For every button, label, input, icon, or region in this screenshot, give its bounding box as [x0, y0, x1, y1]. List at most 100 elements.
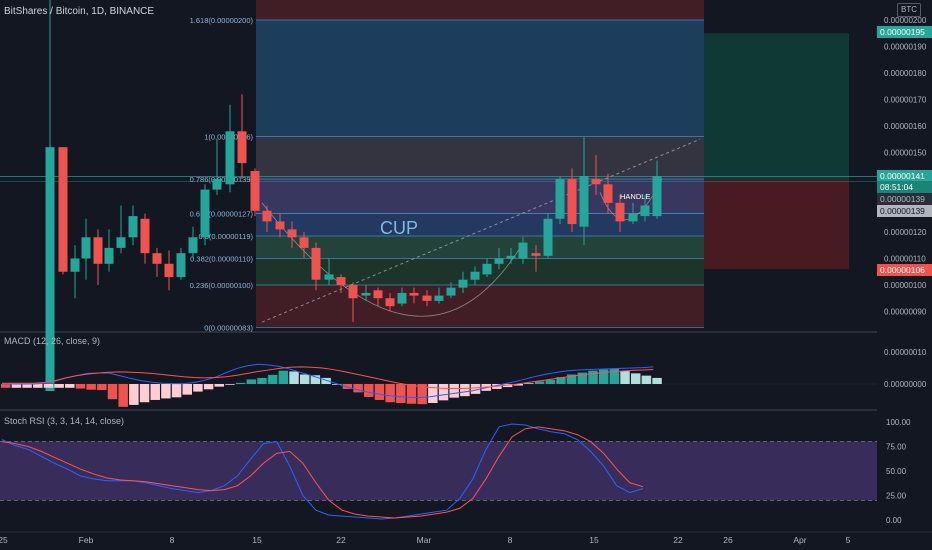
- macd-histogram-bar: [289, 371, 299, 384]
- handle-label: HANDLE: [620, 192, 650, 201]
- macd-histogram-bar: [1, 384, 11, 388]
- candle-body: [567, 179, 577, 225]
- time-axis-label: 8: [170, 535, 175, 545]
- time-axis-label: Feb: [79, 535, 94, 545]
- macd-histogram-bar: [246, 379, 257, 384]
- macd-histogram-bar: [598, 369, 609, 384]
- target-price-tag: 0.00000195: [877, 26, 932, 38]
- candle-body: [361, 292, 371, 296]
- cup-label: CUP: [380, 218, 418, 238]
- candle-body: [603, 184, 613, 203]
- macd-histogram-bar: [33, 384, 43, 388]
- macd-histogram-bar: [225, 384, 235, 385]
- macd-histogram-bar: [577, 372, 588, 384]
- price-axis-label: 0.00000190: [884, 43, 927, 52]
- candle-body: [176, 253, 186, 278]
- macd-histogram-bar: [566, 374, 577, 384]
- macd-histogram-bar: [332, 384, 342, 385]
- macd-histogram-bar: [385, 384, 395, 403]
- candle-body: [81, 237, 91, 259]
- macd-title[interactable]: MACD (12, 26, close, 9): [4, 336, 101, 346]
- candle-body: [311, 247, 321, 280]
- macd-histogram-bar: [406, 384, 417, 404]
- time-axis-label: 5: [846, 535, 851, 545]
- stoch-axis-label: 100.00: [886, 418, 911, 427]
- fib-zone: [256, 20, 704, 137]
- macd-histogram-bar: [321, 377, 331, 384]
- candle-body: [422, 295, 432, 301]
- macd-histogram-bar: [139, 384, 150, 403]
- price-axis-label: 0.00000170: [884, 96, 927, 105]
- candle-body: [336, 277, 346, 285]
- stoch-k-line: [1, 423, 644, 520]
- fib-level-label: 0.786(0.00000139): [190, 175, 254, 184]
- candle-body: [446, 287, 456, 296]
- macd-histogram-bar: [118, 384, 128, 407]
- time-axis-label: 8: [508, 535, 513, 545]
- stoch-axis-label: 25.00: [886, 492, 907, 501]
- fib-level-label: 0.618(0.00000127): [190, 209, 254, 218]
- macd-histogram-bar: [65, 384, 75, 388]
- candle-body: [225, 131, 235, 185]
- time-axis-label: 26: [723, 535, 733, 545]
- fib-zone: [256, 136, 704, 179]
- macd-histogram-bar: [588, 370, 598, 384]
- stoch-rsi-title[interactable]: Stoch RSI (3, 3, 14, 14, close): [4, 416, 125, 426]
- macd-histogram-bar: [524, 383, 534, 384]
- fib-level-label: 0.5(0.00000119): [199, 232, 254, 241]
- macd-histogram-bar: [22, 384, 32, 388]
- macd-histogram-bar: [438, 384, 449, 401]
- macd-histogram-bar: [161, 384, 171, 399]
- entry-price-tag: 0.00000139: [877, 205, 932, 217]
- time-axis-label: 22: [336, 535, 346, 545]
- macd-histogram-bar: [630, 373, 641, 384]
- macd-histogram-bar: [214, 384, 225, 387]
- candle-body: [212, 179, 222, 190]
- macd-histogram-bar: [257, 377, 267, 384]
- candle-body: [152, 253, 162, 264]
- macd-histogram-bar: [97, 384, 107, 391]
- price-axis-label: 0.00000200: [884, 16, 927, 25]
- stoch-d-line: [1, 426, 644, 519]
- macd-histogram-bar: [460, 384, 470, 397]
- fib-zone: [256, 285, 704, 328]
- candle-body: [45, 147, 55, 391]
- fib-zone: [256, 213, 704, 236]
- candle-body: [262, 210, 272, 222]
- macd-histogram-bar: [193, 384, 203, 392]
- stop-loss-box: [704, 179, 849, 270]
- macd-histogram-bar: [545, 379, 556, 384]
- time-axis-label: Apr: [793, 535, 806, 545]
- macd-histogram-bar: [150, 384, 160, 400]
- fib-zone: [256, 0, 704, 20]
- candle-body: [615, 202, 625, 222]
- price-axis-label: 0.00000150: [884, 149, 927, 158]
- stoch-axis-label: 50.00: [886, 467, 907, 476]
- fib-zone: [256, 235, 704, 259]
- candle-body: [434, 295, 444, 301]
- candle-body: [385, 298, 395, 307]
- time-axis-label: 25: [0, 535, 8, 545]
- candle-body: [579, 176, 589, 227]
- macd-histogram-bar: [641, 375, 652, 384]
- candle-body: [164, 263, 174, 278]
- macd-histogram-bar: [374, 384, 385, 400]
- symbol-title[interactable]: BitShares / Bitcoin, 1D, BINANCE: [4, 6, 155, 17]
- price-axis-label: 0.00000160: [884, 122, 927, 131]
- macd-histogram-bar: [43, 384, 54, 388]
- candle-body: [140, 218, 150, 254]
- fib-level-label: 0(0.00000083): [204, 323, 253, 332]
- stoch-axis-label: 75.00: [886, 443, 907, 452]
- macd-histogram-bar: [652, 377, 662, 384]
- candle-body: [518, 242, 528, 259]
- macd-histogram-bar: [609, 368, 620, 384]
- macd-histogram-bar: [353, 384, 363, 393]
- price-axis-label: 0.00000180: [884, 69, 927, 78]
- currency-button[interactable]: BTC: [897, 3, 921, 17]
- candle-body: [93, 237, 103, 264]
- candle-body: [591, 179, 601, 185]
- macd-histogram-bar: [428, 384, 438, 403]
- macd-histogram-bar: [75, 384, 86, 389]
- stoch-band: [0, 441, 877, 501]
